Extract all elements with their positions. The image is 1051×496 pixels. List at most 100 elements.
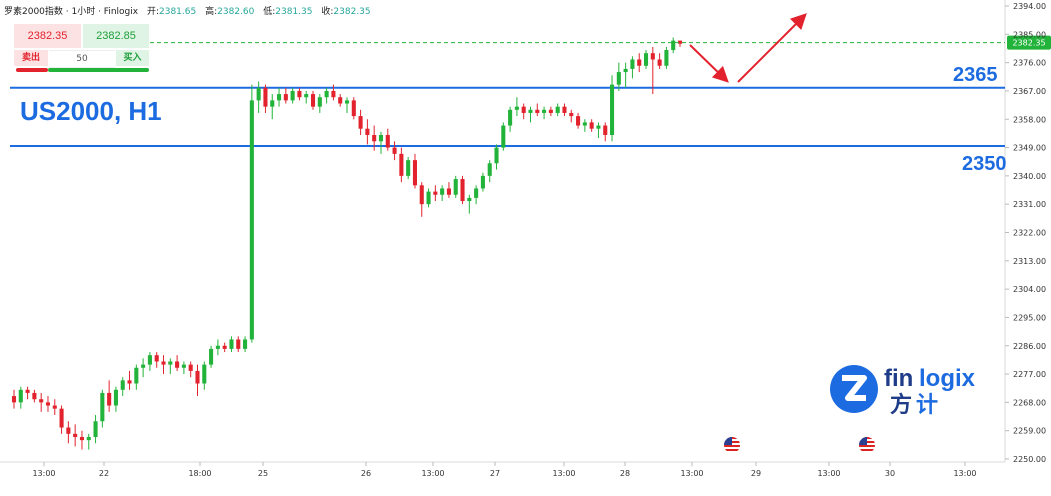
low-value: 2381.35 [275, 7, 313, 17]
x-tick-label: 25 [258, 469, 268, 478]
candle-body [127, 380, 132, 384]
candle-body [290, 90, 295, 101]
y-tick-label: 2367.00 [1013, 87, 1046, 96]
candle-body [215, 345, 220, 349]
candle-body [209, 348, 214, 365]
sell-price-button[interactable]: 2382.35 [14, 24, 81, 48]
candle-body [650, 53, 655, 60]
buy-button[interactable]: 买入 [116, 50, 149, 66]
candle-body [610, 84, 615, 135]
candle-body [304, 94, 309, 98]
candle-body [32, 392, 37, 400]
finlogix-logo: fin logix 方 计 [830, 362, 990, 418]
candle-body [141, 364, 146, 368]
sell-button[interactable]: 卖出 [14, 50, 48, 66]
candle-body [433, 191, 438, 195]
close-label: 收: [321, 7, 334, 17]
candle-body [202, 364, 207, 384]
candle-body [419, 185, 424, 205]
candle-body [66, 427, 71, 434]
candle-body [113, 389, 118, 406]
level-lines [10, 86, 1005, 147]
level-label-2350: 2350 [962, 153, 1007, 175]
x-tick-label: 13:00 [552, 469, 575, 478]
candle-body [378, 134, 384, 142]
candle-body [501, 125, 506, 148]
chart-title: US2000, H1 [20, 96, 162, 126]
symbol-label: 罗素2000指数 · 1小时 · Finlogix [4, 7, 139, 17]
y-tick-label: 2349.00 [1013, 144, 1046, 153]
candle-body [107, 392, 112, 406]
candle-body [18, 389, 23, 403]
y-tick-label: 2331.00 [1013, 200, 1046, 209]
candle-body [542, 109, 547, 113]
trade-panel: 2382.35 2382.85 卖出 50 买入 [14, 24, 151, 74]
y-tick-label: 2394.00 [1013, 2, 1046, 11]
us-flag-icon[interactable] [724, 437, 740, 453]
current-price-tag [1007, 35, 1051, 50]
candle-body [616, 72, 621, 85]
y-tick-label: 2340.00 [1013, 172, 1046, 181]
candle-body [406, 160, 411, 176]
candle-body [93, 421, 98, 437]
x-tick-label: 18:00 [188, 469, 211, 478]
candle-body [460, 179, 465, 202]
candle-body [297, 90, 302, 98]
grid [0, 0, 1006, 463]
open-value: 2381.65 [159, 7, 197, 17]
candle-body [399, 153, 404, 176]
candle-body [576, 116, 581, 126]
current-price-text: 2382.35 [1012, 39, 1045, 48]
svg-text:logix: logix [919, 365, 976, 392]
candle-body [222, 345, 227, 349]
candle-body [562, 106, 567, 113]
y-tick-label: 2358.00 [1013, 115, 1046, 124]
candle-body [229, 339, 234, 349]
x-tick-label: 29 [751, 469, 761, 478]
x-tick-label: 27 [490, 469, 500, 478]
candle-body [263, 87, 268, 107]
annotations: 2382.35 [150, 13, 1051, 83]
quantity-input[interactable]: 50 [49, 50, 115, 68]
candle-body [195, 370, 200, 384]
candle-body [494, 147, 499, 164]
candle-body [270, 100, 275, 107]
candle-body [331, 90, 336, 98]
candle-body [446, 188, 451, 195]
candle-body [25, 389, 30, 393]
candle-body [168, 361, 173, 365]
high-value: 2382.60 [217, 7, 255, 17]
candle-body [351, 100, 356, 117]
y-tick-label: 2277.00 [1013, 370, 1046, 379]
candle-body [555, 106, 560, 113]
sell-ratio-bar [16, 68, 48, 72]
y-tick-label: 2295.00 [1013, 313, 1046, 322]
candle-body [277, 94, 282, 101]
buy-price-button[interactable]: 2382.85 [83, 24, 149, 48]
candle-body [120, 380, 125, 390]
buy-ratio-bar [48, 68, 149, 72]
y-tick-label: 2259.00 [1013, 427, 1046, 436]
candle-body [11, 396, 17, 403]
x-tick-label: 13:00 [817, 469, 840, 478]
y-axis: 2394.00 2385.00 2376.00 2367.00 2358.00 2349.… [1005, 2, 1046, 464]
us-flag-icon[interactable] [859, 437, 875, 453]
candle-body [603, 125, 608, 135]
candle-body [39, 399, 44, 403]
high-label: 高: [205, 7, 218, 17]
candle-body [637, 59, 642, 66]
close-value: 2382.35 [333, 7, 371, 17]
candle-body [243, 339, 248, 349]
x-axis: 13:00 22 18:00 25 26 13:00 27 13:00 28 13:00 29 13:… [32, 462, 977, 478]
chart-header: 罗素2000指数 · 1小时 · Finlogix 开:2381.65 高:23… [4, 4, 371, 17]
candle-body [548, 109, 553, 113]
svg-text:方: 方 [890, 392, 912, 418]
level-label-2365: 2365 [953, 64, 998, 86]
candle-body [392, 147, 397, 154]
x-tick-label: 13:00 [421, 469, 444, 478]
candle-body [467, 197, 472, 202]
candle-body [365, 128, 370, 135]
candle-body [344, 100, 350, 104]
candle-body [440, 188, 445, 195]
candle-body [324, 90, 329, 98]
